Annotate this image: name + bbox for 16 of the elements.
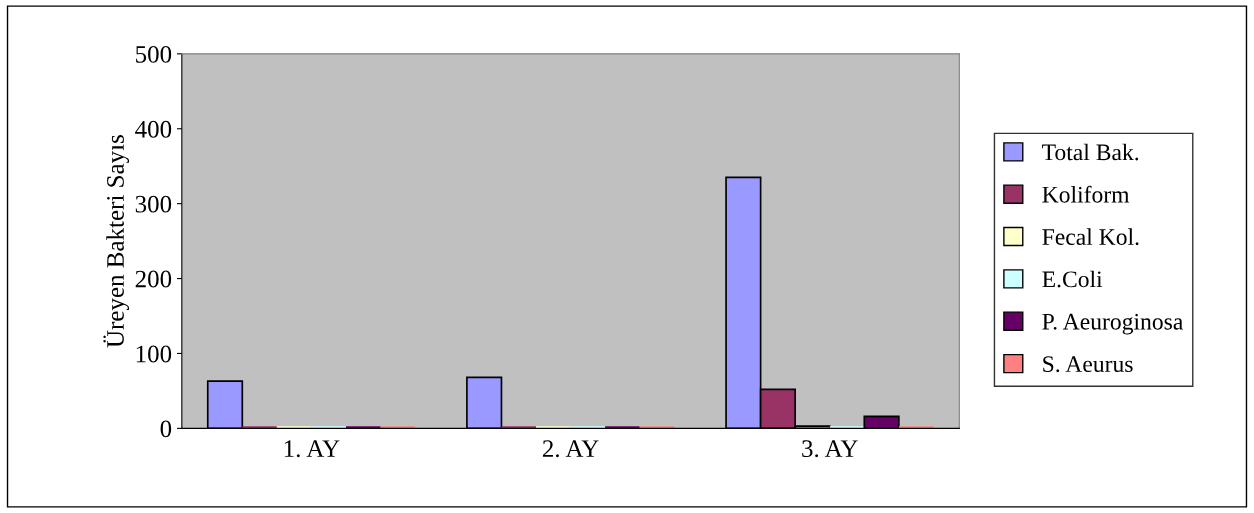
y-tick-label: 0 xyxy=(160,420,172,438)
legend-label: P. Aeuroginosa xyxy=(1042,313,1183,335)
y-tick-label: 400 xyxy=(135,120,172,138)
y-axis-title: Üreyen Bakteri Sayıs xyxy=(103,135,130,348)
legend-label: S. Aeurus xyxy=(1043,356,1133,373)
x-tick-label: 1. AY xyxy=(284,440,340,458)
legend-label: E.Coli xyxy=(1042,270,1103,288)
y-tick-label: 500 xyxy=(136,45,172,63)
legend-label: Koliform xyxy=(1042,185,1130,203)
x-tick-label: 2. AY xyxy=(542,440,599,458)
y-tick-label: 100 xyxy=(136,345,172,363)
y-tick-label: 200 xyxy=(135,270,172,288)
legend-label: Total Bak. xyxy=(1042,143,1139,161)
y-tick-label: 300 xyxy=(135,195,172,213)
legend-label: Fecal Kol. xyxy=(1042,228,1139,246)
x-tick-label: 3. AY xyxy=(802,440,858,458)
